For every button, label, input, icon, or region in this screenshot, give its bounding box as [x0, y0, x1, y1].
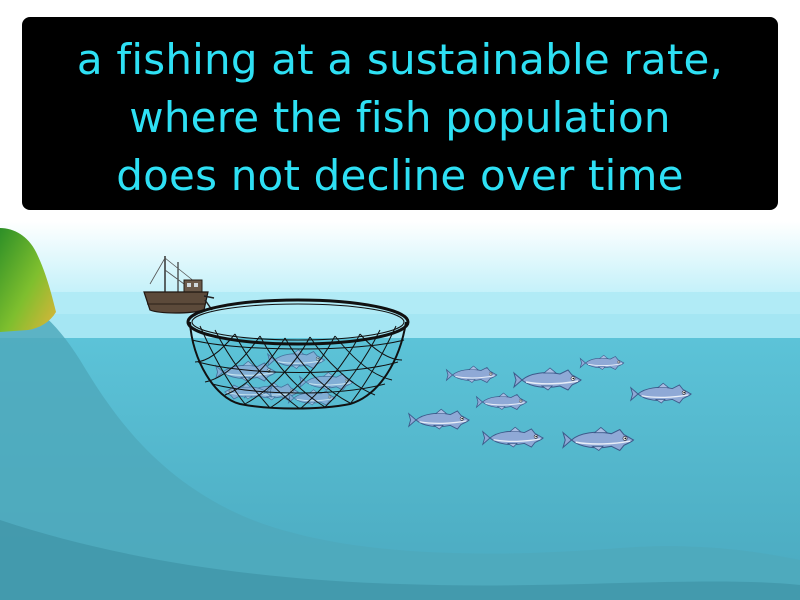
definition-line-1: a fishing at a sustainable rate, [76, 35, 724, 84]
definition-caption-box: a fishing at a sustainable rate, where t… [22, 17, 778, 210]
definition-line-3: does not decline over time [116, 151, 684, 200]
fishing-net-icon [186, 298, 410, 410]
underwater-slope [0, 290, 800, 600]
grassy-cliff [0, 228, 56, 332]
deep-seabed [0, 520, 800, 600]
definition-line-2: where the fish population [129, 93, 671, 142]
water-surface-far [0, 292, 800, 314]
